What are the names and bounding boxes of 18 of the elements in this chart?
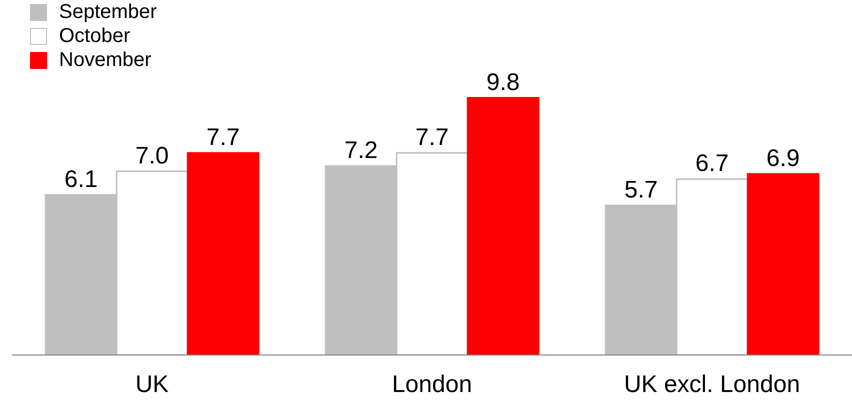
bar bbox=[746, 173, 820, 355]
data-label: 9.8 bbox=[486, 68, 520, 96]
legend-label: November bbox=[59, 48, 152, 72]
bar bbox=[186, 152, 260, 355]
bar bbox=[466, 97, 540, 355]
x-tick-label: UK bbox=[135, 371, 169, 398]
x-tick-label: UK excl. London bbox=[624, 371, 800, 398]
data-label: 7.0 bbox=[135, 142, 169, 170]
data-label: 7.7 bbox=[206, 124, 240, 151]
data-label: 5.7 bbox=[624, 176, 658, 204]
data-label: 7.7 bbox=[415, 124, 449, 151]
data-label: 6.1 bbox=[64, 166, 98, 193]
legend-label: September bbox=[59, 0, 157, 24]
data-label: 6.7 bbox=[695, 150, 729, 178]
x-tick-label: London bbox=[392, 371, 472, 398]
legend-label: October bbox=[59, 24, 130, 48]
data-label: 7.2 bbox=[344, 137, 378, 164]
data-label: 6.9 bbox=[766, 144, 800, 172]
